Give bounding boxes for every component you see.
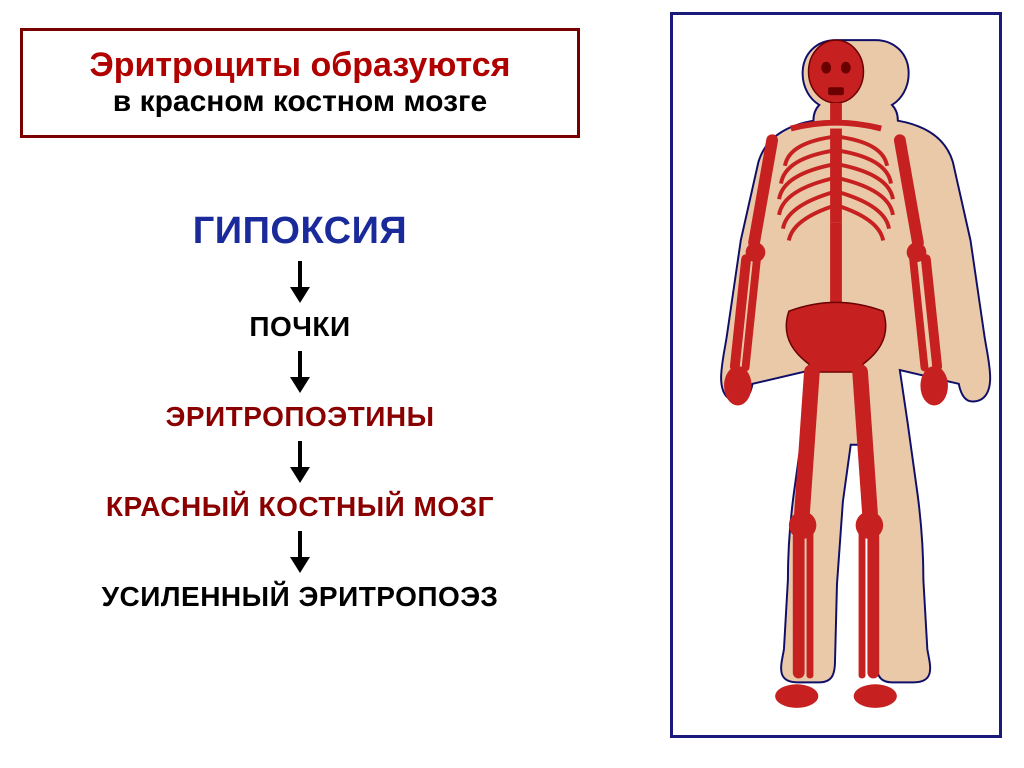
- flow-step-hypoxia: ГИПОКСИЯ: [193, 210, 407, 253]
- title-box: Эритроциты образуются в красном костном …: [20, 28, 580, 138]
- flow-step-erythropoiesis: УСИЛЕННЫЙ ЭРИТРОПОЭЗ: [102, 581, 499, 613]
- flow-arrow-icon: [286, 259, 314, 305]
- flow-arrow-icon: [286, 349, 314, 395]
- sternum: [830, 129, 842, 223]
- title-line2: в красном костном мозге: [113, 85, 487, 120]
- flow-step-kidney: ПОЧКИ: [249, 311, 350, 343]
- figure-panel: [670, 12, 1002, 738]
- flow-step-marrow: КРАСНЫЙ КОСТНЫЙ МОЗГ: [106, 491, 494, 523]
- human-skeleton-icon: [673, 15, 999, 735]
- flowchart: ГИПОКСИЯ ПОЧКИ ЭРИТРОПОЭТИНЫ КРАСНЫЙ КОСТНЫ…: [20, 210, 580, 613]
- title-line1: Эритроциты образуются: [90, 46, 511, 85]
- flow-arrow-icon: [286, 439, 314, 485]
- flow-arrow-icon: [286, 529, 314, 575]
- flow-step-erythropoietins: ЭРИТРОПОЭТИНЫ: [165, 401, 434, 433]
